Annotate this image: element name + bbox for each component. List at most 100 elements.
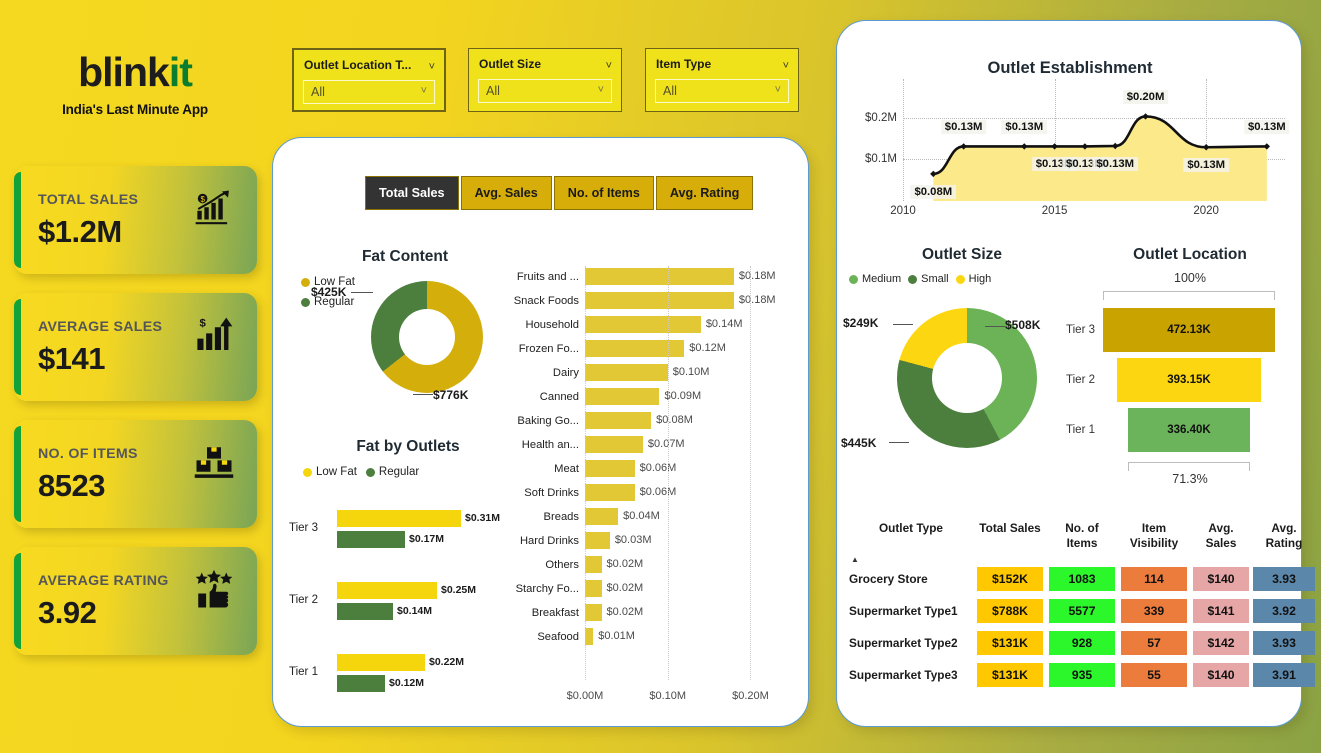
bar[interactable] bbox=[585, 628, 594, 645]
axis-tick-label: 2015 bbox=[1041, 205, 1068, 217]
table-cell[interactable]: 3.93 bbox=[1253, 567, 1315, 591]
legend-item[interactable]: Regular bbox=[365, 466, 419, 478]
avg-sales-icon: $ bbox=[197, 317, 233, 350]
table-row-label[interactable]: Supermarket Type2 bbox=[849, 636, 958, 650]
kpi-value: $141 bbox=[38, 341, 105, 376]
table-cell[interactable]: $140 bbox=[1193, 663, 1249, 687]
data-point-label: $0.13M bbox=[1243, 120, 1290, 135]
slicer-outlet-size[interactable]: Outlet Size ˅ All ˅ bbox=[468, 48, 622, 112]
table-cell[interactable]: 928 bbox=[1049, 631, 1115, 655]
funnel-bar[interactable]: 472.13K bbox=[1103, 308, 1275, 352]
kpi-card-average-sales[interactable]: AVERAGE SALES $141 $ bbox=[14, 293, 257, 401]
legend-item[interactable]: Small bbox=[908, 273, 949, 285]
chevron-down-icon[interactable]: ˅ bbox=[597, 84, 604, 96]
bar[interactable] bbox=[585, 580, 602, 597]
legend-label: Regular bbox=[314, 296, 355, 308]
bar-low-fat[interactable] bbox=[337, 582, 437, 599]
table-cell[interactable]: $152K bbox=[977, 567, 1043, 591]
table-cell[interactable]: 114 bbox=[1121, 567, 1187, 591]
bar[interactable] bbox=[585, 316, 701, 333]
legend-item[interactable]: Low Fat bbox=[301, 276, 355, 288]
table-cell[interactable]: 55 bbox=[1121, 663, 1187, 687]
table-cell[interactable]: $131K bbox=[977, 631, 1043, 655]
table-header-cell[interactable]: Avg. Sales bbox=[1205, 521, 1237, 550]
chevron-down-icon[interactable]: ˅ bbox=[605, 60, 612, 72]
tab-avg-rating[interactable]: Avg. Rating bbox=[655, 176, 754, 210]
bar-regular[interactable] bbox=[337, 531, 405, 548]
slicer-item-type[interactable]: Item Type ˅ All ˅ bbox=[645, 48, 799, 112]
table-header-cell[interactable]: Outlet Type bbox=[878, 521, 943, 535]
item-type-bar-row: Health an... $0.07M bbox=[501, 434, 801, 458]
bar[interactable] bbox=[585, 484, 635, 501]
table-header-cell[interactable]: Total Sales bbox=[979, 521, 1041, 535]
funnel-bar[interactable]: 393.15K bbox=[1117, 358, 1261, 402]
axis-tick-label: 2020 bbox=[1193, 205, 1219, 217]
table-header-cell[interactable]: Avg. Rating bbox=[1265, 521, 1303, 550]
funnel-bar[interactable]: 336.40K bbox=[1128, 408, 1250, 452]
slicer-outlet-location-type[interactable]: Outlet Location T... ˅ All ˅ bbox=[292, 48, 446, 112]
outlet-size-chart: Outlet Size Medium Small High $508K $445… bbox=[837, 246, 1087, 516]
table-row-label[interactable]: Supermarket Type3 bbox=[849, 668, 958, 682]
table-cell[interactable]: 339 bbox=[1121, 599, 1187, 623]
table-cell[interactable]: $141 bbox=[1193, 599, 1249, 623]
legend-item[interactable]: High bbox=[955, 273, 991, 285]
plot-area[interactable]: $0.1M $0.2M 2010 2015 2020 $0.08M $0.13M $0.13M… bbox=[865, 79, 1290, 217]
slicer-value-box[interactable]: All ˅ bbox=[655, 79, 789, 103]
chevron-down-icon[interactable]: ˅ bbox=[428, 61, 435, 73]
bar-regular[interactable] bbox=[337, 675, 385, 692]
bar[interactable] bbox=[585, 292, 734, 309]
bar-value: $0.14M bbox=[397, 605, 433, 617]
bar[interactable] bbox=[585, 388, 660, 405]
bar[interactable] bbox=[585, 340, 685, 357]
slicer-title: Outlet Size bbox=[479, 57, 542, 71]
table-cell[interactable]: 935 bbox=[1049, 663, 1115, 687]
tab-total-sales[interactable]: Total Sales bbox=[365, 176, 459, 210]
chart-title: Outlet Location bbox=[1133, 246, 1247, 263]
bar[interactable] bbox=[585, 460, 635, 477]
table-cell[interactable]: 5577 bbox=[1049, 599, 1115, 623]
table-header-cell[interactable]: Item Visibility bbox=[1129, 521, 1179, 550]
table-cell[interactable]: $142 bbox=[1193, 631, 1249, 655]
bar[interactable] bbox=[585, 364, 668, 381]
tab-no-of-items[interactable]: No. of Items bbox=[553, 176, 654, 210]
kpi-card-total-sales[interactable]: TOTAL SALES $1.2M $ bbox=[14, 166, 257, 274]
legend-item[interactable]: Medium bbox=[849, 273, 901, 285]
bar[interactable] bbox=[585, 508, 619, 525]
bar[interactable] bbox=[585, 604, 602, 621]
slicer-value-box[interactable]: All ˅ bbox=[478, 79, 612, 103]
funnel-row-tier3: Tier 3 472.13K bbox=[1066, 308, 1275, 352]
table-cell[interactable]: 3.91 bbox=[1253, 663, 1315, 687]
chevron-down-icon[interactable]: ˅ bbox=[774, 84, 781, 96]
bar[interactable] bbox=[585, 436, 643, 453]
bar-regular[interactable] bbox=[337, 603, 393, 620]
tab-avg-sales[interactable]: Avg. Sales bbox=[460, 176, 552, 210]
table-cell[interactable]: 3.92 bbox=[1253, 599, 1315, 623]
table-row-label[interactable]: Supermarket Type1 bbox=[849, 604, 958, 618]
bar[interactable] bbox=[585, 412, 652, 429]
chevron-down-icon[interactable]: ˅ bbox=[420, 85, 427, 97]
bar-low-fat[interactable] bbox=[337, 510, 461, 527]
table-cell[interactable]: 57 bbox=[1121, 631, 1187, 655]
legend-item[interactable]: Low Fat bbox=[303, 466, 357, 478]
table-row-label[interactable]: Grocery Store bbox=[849, 572, 928, 586]
category-label: Tier 2 bbox=[289, 594, 318, 606]
table-cell[interactable]: 1083 bbox=[1049, 567, 1115, 591]
table-cell[interactable]: 3.93 bbox=[1253, 631, 1315, 655]
chart-title: Fat Content bbox=[361, 248, 449, 265]
table-cell[interactable]: $131K bbox=[977, 663, 1043, 687]
bar-low-fat[interactable] bbox=[337, 654, 425, 671]
chevron-down-icon[interactable]: ˅ bbox=[782, 60, 789, 72]
kpi-card-no-of-items[interactable]: NO. OF ITEMS 8523 bbox=[14, 420, 257, 528]
slicer-value-box[interactable]: All ˅ bbox=[303, 80, 435, 104]
table-cell[interactable]: $788K bbox=[977, 599, 1043, 623]
bar[interactable] bbox=[585, 268, 734, 285]
sort-ascending-icon[interactable]: ▲ bbox=[851, 555, 859, 564]
table-header-cell[interactable]: No. of Items bbox=[1065, 521, 1099, 550]
bar[interactable] bbox=[585, 532, 610, 549]
donut-slices[interactable] bbox=[371, 281, 483, 393]
bar[interactable] bbox=[585, 556, 602, 573]
donut-slices[interactable] bbox=[897, 308, 1037, 448]
table-cell[interactable]: $140 bbox=[1193, 567, 1249, 591]
legend-item[interactable]: Regular bbox=[301, 296, 354, 308]
kpi-card-average-rating[interactable]: AVERAGE RATING 3.92 bbox=[14, 547, 257, 655]
